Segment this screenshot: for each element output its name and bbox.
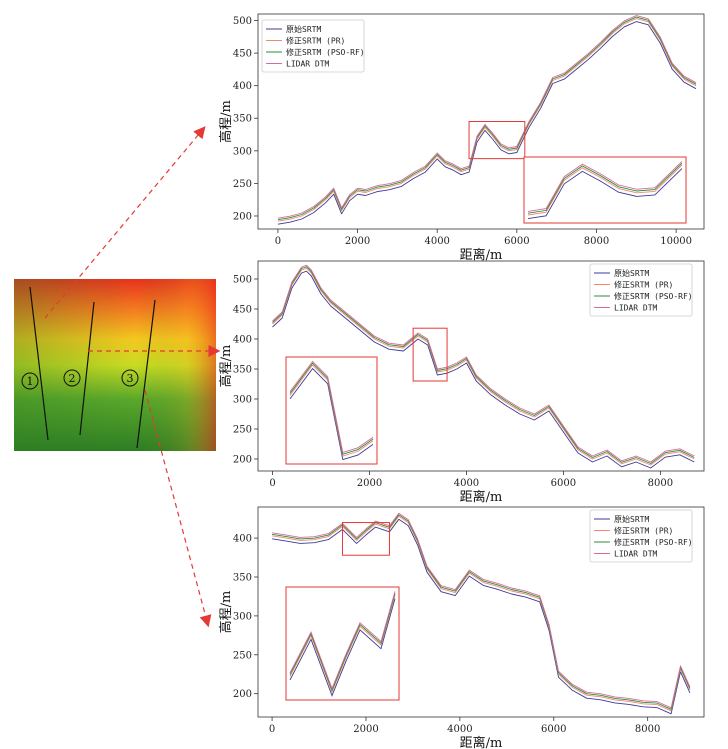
legend-label-1: 原始SRTM bbox=[614, 514, 649, 524]
x-tick-label: 6000 bbox=[504, 236, 529, 247]
line-marker-3 bbox=[121, 369, 139, 387]
y-tick-label: 400 bbox=[233, 335, 252, 346]
x-axis-label: 距离/m bbox=[460, 735, 503, 749]
legend-label-4: LIDAR DTM bbox=[286, 60, 330, 69]
legend-label-4: LIDAR DTM bbox=[614, 550, 658, 559]
legend-label-1: 原始SRTM bbox=[286, 24, 321, 34]
x-tick-label: 4000 bbox=[454, 478, 479, 489]
legend-label-2: 修正SRTM (PR) bbox=[614, 280, 673, 290]
x-tick-label: 8000 bbox=[635, 724, 660, 735]
legend-box bbox=[589, 263, 693, 317]
y-tick-label: 350 bbox=[233, 365, 252, 376]
series-line-2 bbox=[272, 515, 691, 712]
y-tick-label: 200 bbox=[233, 689, 252, 700]
zoom-inset-frame bbox=[285, 356, 378, 465]
series-line-1 bbox=[277, 21, 697, 225]
legend-label-4: LIDAR DTM bbox=[614, 304, 658, 313]
inset-series-line-1 bbox=[289, 598, 396, 697]
legend-label-2: 修正SRTM (PR) bbox=[614, 526, 673, 536]
y-axis-label: 高程/m bbox=[218, 100, 234, 143]
x-tick-label: 2000 bbox=[353, 724, 378, 735]
chart-panel-3: 0 2000 4000 6000 8000 200 250 300 350 400 距离/m 高程/m… bbox=[218, 506, 705, 749]
inset-series-line-1 bbox=[289, 367, 374, 461]
series-line-2 bbox=[272, 267, 695, 466]
series-line-4 bbox=[277, 15, 697, 219]
x-tick-label: 8000 bbox=[648, 478, 673, 489]
y-tick-label: 250 bbox=[233, 179, 252, 190]
legend-label-2: 修正SRTM (PR) bbox=[286, 36, 345, 46]
y-tick-label: 250 bbox=[233, 650, 252, 661]
inset-series-line-2 bbox=[527, 164, 683, 216]
zoom-region-box bbox=[412, 327, 448, 382]
line-label-1: 1 bbox=[27, 375, 34, 388]
y-axis-label: 高程/m bbox=[218, 345, 234, 388]
y-tick-label: 300 bbox=[233, 611, 252, 622]
y-tick-label: 300 bbox=[233, 395, 252, 406]
line-marker-1 bbox=[21, 372, 39, 390]
y-tick-label: 400 bbox=[233, 534, 252, 545]
inset-series-line-4 bbox=[527, 161, 683, 212]
y-axis-label: 高程/m bbox=[218, 591, 234, 634]
y-tick-label: 200 bbox=[233, 211, 252, 222]
x-axis-label: 距离/m bbox=[460, 489, 503, 505]
zoom-region-box bbox=[468, 121, 526, 160]
x-axis-label: 距离/m bbox=[460, 247, 503, 263]
y-tick-label: 200 bbox=[233, 455, 252, 466]
charts-group: 0 2000 4000 6000 8000 10000200250300350400450… bbox=[218, 13, 705, 749]
inset-series-line-1 bbox=[527, 168, 683, 220]
x-tick-label: 4000 bbox=[424, 236, 449, 247]
y-tick-label: 450 bbox=[233, 49, 252, 60]
x-tick-label: 2000 bbox=[345, 236, 370, 247]
arrow-to-chart-3 bbox=[144, 389, 212, 628]
inset-series-line-2 bbox=[289, 594, 396, 694]
profile-line-2 bbox=[79, 301, 95, 436]
zoom-inset-frame bbox=[523, 156, 687, 224]
series-line-4 bbox=[272, 512, 691, 709]
profile-line-1 bbox=[29, 286, 49, 441]
line-label-2: 2 bbox=[69, 372, 76, 385]
line-marker-2 bbox=[63, 369, 81, 387]
x-tick-label: 6000 bbox=[551, 478, 576, 489]
x-tick-label: 0 bbox=[275, 236, 281, 247]
profile-line-3 bbox=[136, 299, 156, 449]
legend-box bbox=[261, 19, 365, 73]
series-line-3 bbox=[272, 266, 695, 464]
legend-label-1: 原始SRTM bbox=[614, 268, 649, 278]
x-tick-label: 6000 bbox=[541, 724, 566, 735]
terrain-map: 1 2 3 bbox=[14, 279, 216, 451]
chart-panel-1: 0 2000 4000 6000 8000 10000 200 250 300 350 400 450… bbox=[218, 13, 705, 263]
y-tick-label: 350 bbox=[233, 114, 252, 125]
y-tick-label: 350 bbox=[233, 573, 252, 584]
series-line-3 bbox=[272, 514, 691, 710]
inset-series-line-3 bbox=[527, 162, 683, 214]
inset-series-line-4 bbox=[289, 591, 396, 690]
legend-label-3: 修正SRTM (PSO-RF) bbox=[286, 47, 365, 57]
legend-box bbox=[589, 509, 693, 563]
line-label-3: 3 bbox=[127, 372, 134, 385]
terrain-raster-overlay bbox=[14, 279, 216, 451]
x-tick-label: 2000 bbox=[357, 478, 382, 489]
legend-label-3: 修正SRTM (PSO-RF) bbox=[614, 537, 693, 547]
y-tick-label: 250 bbox=[233, 425, 252, 436]
x-tick-label: 8000 bbox=[584, 236, 609, 247]
y-tick-label: 500 bbox=[233, 275, 252, 286]
inset-series-line-4 bbox=[289, 360, 374, 453]
x-tick-label: 0 bbox=[269, 724, 275, 735]
x-tick-label: 0 bbox=[269, 478, 275, 489]
y-tick-label: 500 bbox=[233, 16, 252, 27]
zoom-region-box bbox=[342, 522, 390, 556]
y-tick-label: 450 bbox=[233, 305, 252, 316]
chart-panel-2: 0 2000 4000 6000 8000 200 250 300 350 400 450 500 距离… bbox=[218, 260, 705, 505]
y-tick-label: 300 bbox=[233, 146, 252, 157]
inset-series-line-3 bbox=[289, 593, 396, 692]
x-tick-label: 4000 bbox=[447, 724, 472, 735]
y-tick-label: 400 bbox=[233, 81, 252, 92]
series-line-4 bbox=[272, 264, 695, 463]
x-tick-label: 10000 bbox=[660, 236, 692, 247]
series-line-1 bbox=[272, 518, 691, 715]
series-line-1 bbox=[272, 270, 695, 469]
legend-label-3: 修正SRTM (PSO-RF) bbox=[614, 291, 693, 301]
